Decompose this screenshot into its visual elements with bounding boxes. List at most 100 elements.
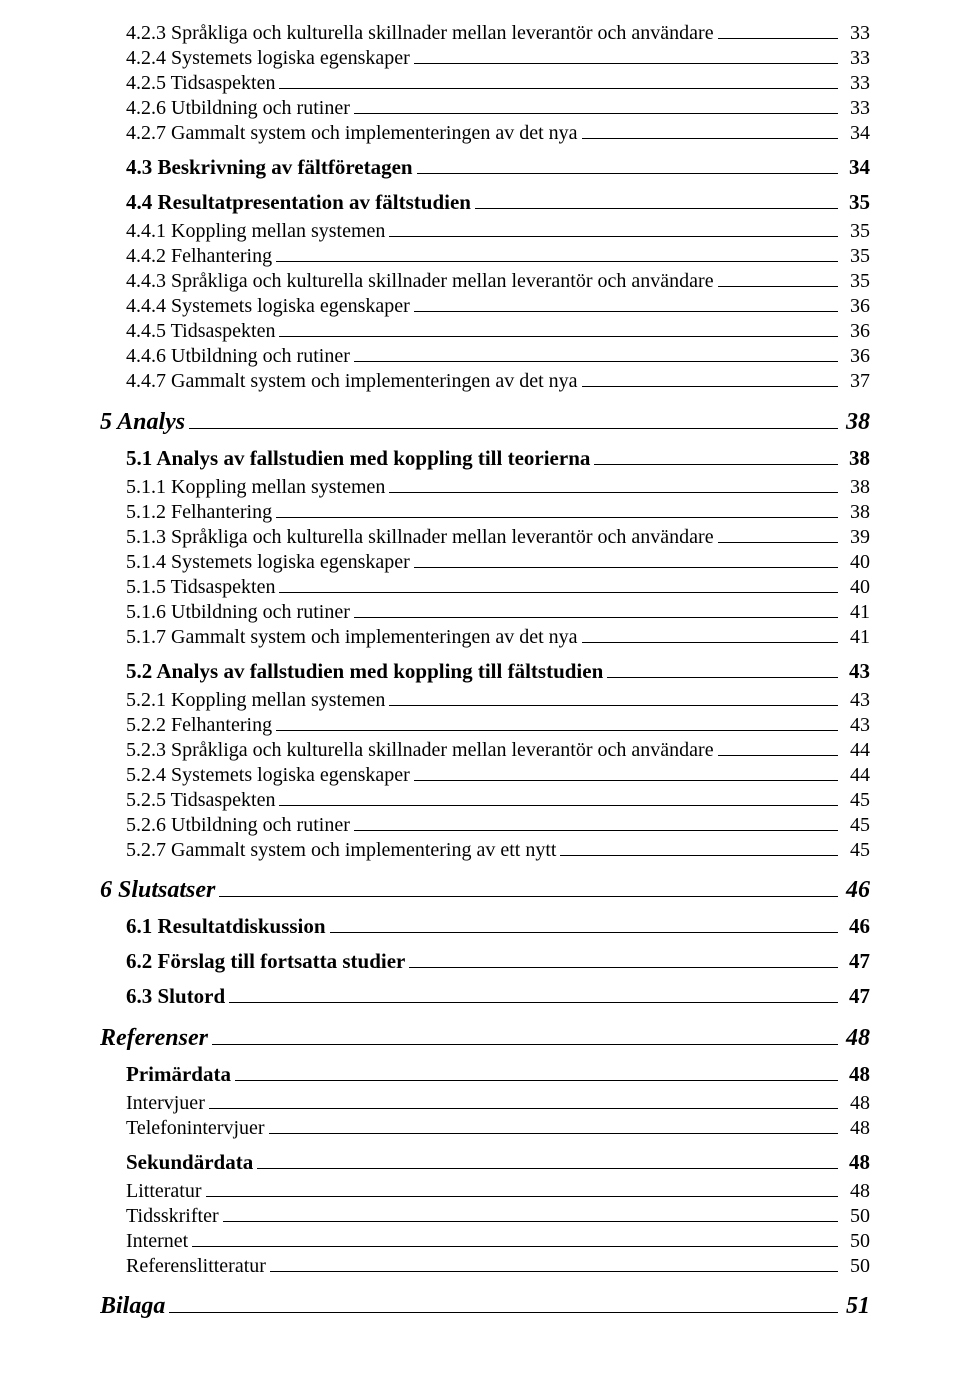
toc-entry: 5 Analys38 [100,407,870,436]
toc-entry-label: 6.2 Förslag till fortsatta studier [126,949,405,974]
toc-entry-label: 4.4.7 Gammalt system och implementeringe… [126,370,578,393]
toc-entry-page: 33 [842,22,870,45]
toc-entry-label: 5.1.4 Systemets logiska egenskaper [126,551,410,574]
toc-entry: 5.1.5 Tidsaspekten40 [100,575,870,599]
toc-entry-page: 38 [842,476,870,499]
toc-entry: 5.1.3 Språkliga och kulturella skillnade… [100,525,870,549]
toc-entry-label: 5.2 Analys av fallstudien med koppling t… [126,659,603,684]
toc-entry: Bilaga 51 [100,1292,870,1321]
toc-entry: Referenslitteratur50 [100,1254,870,1278]
toc-entry-label: Litteratur [126,1180,202,1203]
toc-entry-label: 4.4.1 Koppling mellan systemen [126,220,385,243]
toc-entry-label: 6.1 Resultatdiskussion [126,914,326,939]
toc-entry: 6.1 Resultatdiskussion46 [100,914,870,939]
toc-entry-label: Internet [126,1230,188,1253]
toc-leader-line [409,949,838,968]
toc-entry-page: 45 [842,839,870,862]
toc-entry: 5.2.6 Utbildning och rutiner 45 [100,813,870,837]
toc-leader-line [389,688,838,706]
toc-entry: 4.4.6 Utbildning och rutiner36 [100,344,870,368]
toc-entry-page: 33 [842,72,870,95]
toc-entry: 4.4.2 Felhantering35 [100,244,870,268]
toc-entry-label: 4.2.3 Språkliga och kulturella skillnade… [126,22,714,45]
toc-entry-page: 50 [842,1205,870,1228]
toc-entry: 5.2.7 Gammalt system och implementering … [100,838,870,862]
toc-entry: 6 Slutsatser46 [100,876,870,905]
toc-leader-line [192,1229,838,1247]
toc-entry-label: 4.4.4 Systemets logiska egenskaper [126,295,410,318]
toc-leader-line [594,446,838,465]
toc-leader-line [354,96,838,114]
toc-entry-page: 35 [842,220,870,243]
toc-entry: 5.1.1 Koppling mellan systemen38 [100,475,870,499]
toc-leader-line [276,244,838,262]
toc-leader-line [354,813,838,831]
toc-leader-line [206,1179,838,1197]
toc-entry-label: 4.4.3 Språkliga och kulturella skillnade… [126,270,714,293]
toc-leader-line [330,914,838,933]
toc-entry-page: 48 [842,1117,870,1140]
toc-entry: Referenser48 [100,1023,870,1052]
toc-leader-line [414,294,838,312]
toc-entry-label: 5.1 Analys av fallstudien med koppling t… [126,446,590,471]
toc-entry: Primärdata48 [100,1062,870,1087]
toc-leader-line [223,1204,838,1222]
toc-entry-label: 5.1.2 Felhantering [126,501,272,524]
toc-entry: Telefonintervjuer 48 [100,1116,870,1140]
toc-leader-line [718,269,838,287]
toc-entry-page: 33 [842,47,870,70]
toc-entry-page: 45 [842,814,870,837]
toc-entry-page: 45 [842,789,870,812]
toc-entry-label: Bilaga [100,1293,165,1320]
toc-entry-page: 47 [842,949,870,974]
toc-entry-label: Intervjuer [126,1092,205,1115]
toc-entry: 4.4.3 Språkliga och kulturella skillnade… [100,269,870,293]
toc-entry: 4.2.6 Utbildning och rutiner33 [100,96,870,120]
toc-entry-label: Tidsskrifter [126,1205,219,1228]
toc-entry-page: 48 [842,1092,870,1115]
toc-entry: 4.2.3 Språkliga och kulturella skillnade… [100,21,870,45]
toc-leader-line [607,659,838,678]
toc-leader-line [235,1062,838,1081]
toc-leader-line [209,1091,838,1109]
toc-leader-line [189,407,838,429]
toc-leader-line [257,1150,838,1169]
toc-leader-line [354,344,838,362]
toc-entry-page: 43 [842,689,870,712]
toc-leader-line [414,46,838,64]
toc-leader-line [718,525,838,543]
toc-entry-label: 5.2.6 Utbildning och rutiner [126,814,350,837]
toc-entry: Internet50 [100,1229,870,1253]
toc-entry-page: 48 [842,1025,870,1052]
toc-entry: 5.2.1 Koppling mellan systemen43 [100,688,870,712]
toc-entry-label: 4.4.2 Felhantering [126,245,272,268]
toc-leader-line [414,550,838,568]
toc-entry-page: 51 [842,1293,870,1320]
toc-leader-line [276,500,838,518]
toc-entry: 4.3 Beskrivning av fältföretagen34 [100,155,870,180]
toc-entry: 4.2.4 Systemets logiska egenskaper33 [100,46,870,70]
toc-entry: 5.2.5 Tidsaspekten 45 [100,788,870,812]
toc-leader-line [718,21,838,39]
toc-entry-page: 36 [842,295,870,318]
toc-leader-line [582,369,838,387]
toc-entry-label: 5.1.3 Språkliga och kulturella skillnade… [126,526,714,549]
toc-entry: 5.1 Analys av fallstudien med koppling t… [100,446,870,471]
toc-entry-label: 5.2.2 Felhantering [126,714,272,737]
toc-entry-page: 47 [842,984,870,1009]
toc-leader-line [270,1254,838,1272]
table-of-contents: 4.2.3 Språkliga och kulturella skillnade… [100,21,870,1320]
toc-entry-label: 5.2.5 Tidsaspekten [126,789,275,812]
toc-entry-label: Telefonintervjuer [126,1117,265,1140]
toc-leader-line [560,838,838,856]
toc-entry-page: 34 [842,155,870,180]
toc-entry: 4.4.7 Gammalt system och implementeringe… [100,369,870,393]
toc-entry-page: 36 [842,345,870,368]
toc-entry-page: 36 [842,320,870,343]
toc-leader-line [279,788,838,806]
toc-entry: 5.1.7 Gammalt system och implementeringe… [100,625,870,649]
toc-entry-page: 44 [842,764,870,787]
toc-leader-line [582,625,838,643]
toc-entry-label: 4.2.7 Gammalt system och implementeringe… [126,122,578,145]
toc-leader-line [389,219,838,237]
